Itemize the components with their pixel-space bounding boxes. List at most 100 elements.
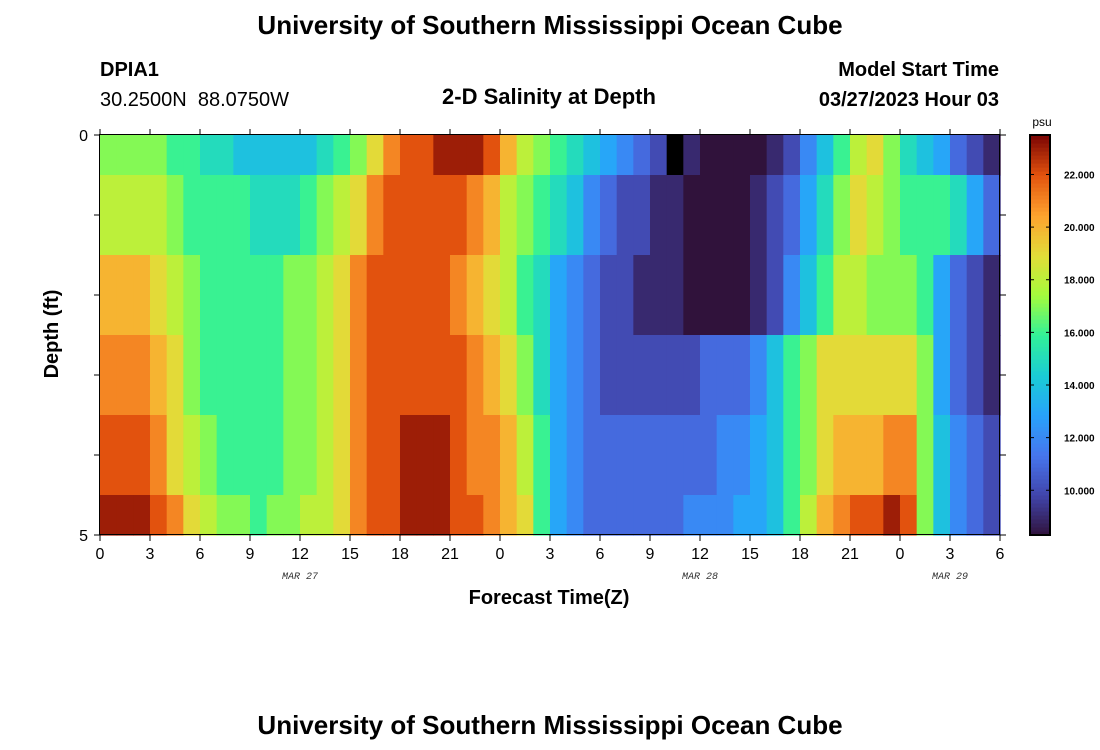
heatmap-cell [483,175,501,256]
heatmap-cell [933,255,951,336]
heatmap-cell [116,255,134,336]
heatmap-cell [966,495,984,536]
x-axis-label: Forecast Time(Z) [469,587,630,609]
colorbar-segment [1030,515,1050,520]
heatmap-cell [283,495,301,536]
colorbar-segment [1030,171,1050,176]
heatmap-cell [200,495,218,536]
heatmap-cell [300,495,318,536]
colorbar-segment [1030,195,1050,200]
heatmap-cell [466,175,484,256]
heatmap-cell [266,415,284,496]
colorbar-tick-label: 10.000 [1064,486,1095,497]
heatmap-cell [616,255,634,336]
colorbar-segment [1030,299,1050,304]
date-labels: MAR 27 MAR 28 MAR 29 [282,572,968,583]
x-tick-label: 6 [996,546,1005,563]
colorbar-segment [1030,155,1050,160]
heatmap-cell [266,135,284,176]
station-id: DPIA1 [100,59,159,81]
heatmap-cell [450,335,468,416]
heatmap-cell [666,495,684,536]
heatmap-cell [483,255,501,336]
heatmap-cell [450,175,468,256]
colorbar-segment [1030,523,1050,528]
heatmap-cell [650,175,668,256]
heatmap-cell [416,495,434,536]
heatmap-cell [616,415,634,496]
heatmap-cell [383,415,401,496]
colorbar-segment [1030,427,1050,432]
heatmap-cell [783,415,801,496]
colorbar-segment [1030,259,1050,264]
colorbar-segment [1030,287,1050,292]
heatmap-cell [266,175,284,256]
heatmap-cell [266,495,284,536]
heatmap-cell [700,335,718,416]
heatmap-cell [850,135,868,176]
colorbar-segment [1030,403,1050,408]
heatmap-cell [466,135,484,176]
heatmap-cell [583,175,601,256]
colorbar-segment [1030,167,1050,172]
colorbar-tick-label: 14.000 [1064,381,1095,392]
colorbar-segment [1030,347,1050,352]
heatmap-cell [783,175,801,256]
heatmap-cell [950,335,968,416]
heatmap-cell [350,135,368,176]
heatmap-cell [900,335,918,416]
heatmap-cell [700,175,718,256]
heatmap-cell [766,175,784,256]
heatmap-cell [900,175,918,256]
heatmap-cell [816,495,834,536]
heatmap-cell [233,415,251,496]
heatmap-cell [150,255,168,336]
heatmap-cell [533,335,551,416]
x-axis-ticks: 0 3 6 9 12 15 18 21 0 3 6 9 12 15 18 21 0 3 6 [96,129,1005,563]
heatmap-cell [316,135,334,176]
colorbar-segment [1030,359,1050,364]
heatmap-cell [883,495,901,536]
heatmap-cell [133,175,151,256]
heatmap-cell [200,175,218,256]
plot-title: 2-D Salinity at Depth [442,84,656,109]
heatmap-cell [550,255,568,336]
date-label: MAR 27 [282,572,318,583]
heatmap-cell [383,135,401,176]
heatmap-cell [433,415,451,496]
colorbar-segment [1030,443,1050,448]
heatmap-cell [733,175,751,256]
colorbar-segment [1030,251,1050,256]
colorbar-tick-label: 20.000 [1064,223,1095,234]
colorbar-segment [1030,283,1050,288]
heatmap-cell [366,415,384,496]
colorbar-segment [1030,351,1050,356]
x-tick-label: 15 [341,546,359,563]
heatmap-cell [216,255,234,336]
colorbar-segment [1030,527,1050,532]
heatmap-cell [583,335,601,416]
heatmap-cell [133,415,151,496]
x-tick-label: 12 [691,546,709,563]
heatmap-cell [633,175,651,256]
heatmap-cell [933,175,951,256]
model-start-value: 03/27/2023 Hour 03 [819,89,999,111]
heatmap-cell [233,135,251,176]
heatmap-cell [266,255,284,336]
heatmap-cell [116,335,134,416]
heatmap-cell [416,335,434,416]
heatmap-cell [950,415,968,496]
heatmap-cell [566,135,584,176]
heatmap-cell [916,135,934,176]
colorbar-segment [1030,519,1050,524]
heatmap-cell [700,255,718,336]
colorbar-segment [1030,147,1050,152]
date-label: MAR 28 [682,572,718,583]
heatmap-cell [216,135,234,176]
heatmap-cell [850,175,868,256]
heatmap-cell [250,415,268,496]
heatmap-cell [400,175,418,256]
heatmap-cell [533,175,551,256]
heatmap-cell [750,415,768,496]
heatmap-cell [500,135,518,176]
